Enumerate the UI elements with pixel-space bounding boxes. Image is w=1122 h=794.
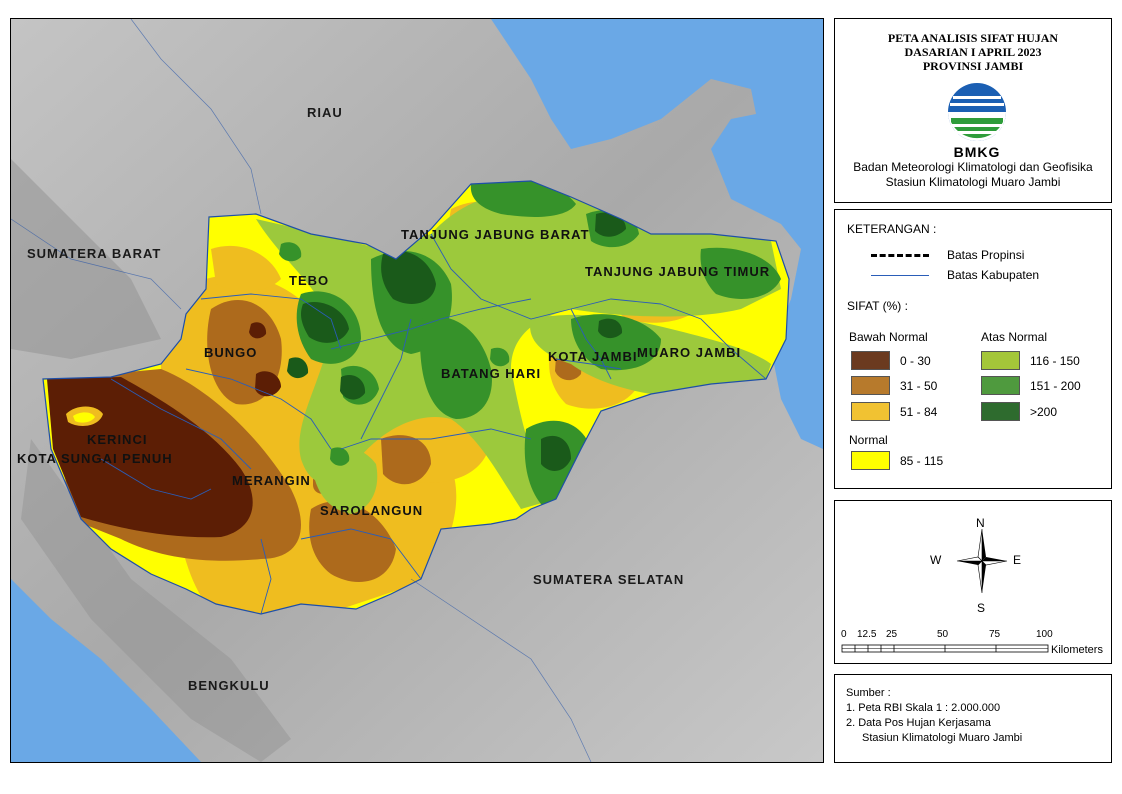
legend-regency-boundary: Batas Kabupaten — [871, 268, 1039, 282]
compass-w: W — [930, 553, 942, 567]
north-arrow: N S W E — [930, 516, 1021, 615]
legend-normal-heading: Normal — [849, 433, 888, 447]
scale-tick-3: 50 — [937, 629, 949, 640]
scale-tick-2: 25 — [886, 629, 898, 640]
scale-bar-graphic — [841, 644, 1049, 653]
bmkg-logo-text: BMKG — [953, 144, 1001, 160]
label-tanjung-jabung-timur: TANJUNG JABUNG TIMUR — [585, 264, 771, 279]
label-tanjung-jabung-barat: TANJUNG JABUNG BARAT — [401, 227, 590, 242]
legend-an1-label: 116 - 150 — [1030, 353, 1080, 368]
swatch-an1 — [981, 351, 1020, 370]
label-batang-hari: BATANG HARI — [441, 366, 542, 381]
legend-heading: KETERANGAN : — [847, 222, 937, 236]
legend-class-an3: >200 — [981, 402, 1057, 421]
source-line1: 1. Peta RBI Skala 1 : 2.000.000 — [846, 702, 1001, 714]
scale-tick-5: 100 — [1036, 629, 1053, 640]
label-sumatera-barat: SUMATERA BARAT — [27, 246, 162, 261]
legend-bn1-label: 0 - 30 — [900, 353, 931, 368]
label-muaro-jambi: MUARO JAMBI — [637, 345, 742, 360]
map-frame: RIAU SUMATERA BARAT SUMATERA SELATAN BEN… — [10, 18, 824, 763]
source-line3: Stasiun Klimatologi Muaro Jambi — [862, 732, 1023, 744]
legend-panel: KETERANGAN : Batas Propinsi Batas Kabupa… — [834, 209, 1112, 489]
legend-class-bn3: 51 - 84 — [851, 402, 937, 421]
source-panel: Sumber : 1. Peta RBI Skala 1 : 2.000.000… — [834, 674, 1112, 763]
label-bungo: BUNGO — [204, 345, 258, 360]
label-bengkulu: BENGKULU — [188, 678, 270, 693]
legend-below-normal-heading: Bawah Normal — [849, 330, 928, 344]
compass-e: E — [1013, 553, 1022, 567]
source-line2: 2. Data Pos Hujan Kerjasama — [846, 717, 991, 729]
compass-n: N — [976, 516, 985, 530]
swatch-bn3 — [851, 402, 890, 421]
source-heading: Sumber : — [846, 687, 891, 699]
swatch-bn1 — [851, 351, 890, 370]
swatch-bn2 — [851, 376, 890, 395]
legend-an2-label: 151 - 200 — [1030, 378, 1081, 393]
label-sarolangun: SAROLANGUN — [320, 503, 424, 518]
compass-s: S — [977, 601, 986, 615]
legend-province-boundary: Batas Propinsi — [871, 248, 1024, 262]
legend-bn3-label: 51 - 84 — [900, 404, 938, 419]
regency-line-icon — [871, 274, 929, 276]
compass-rose-icon — [956, 528, 1008, 594]
legend-n-label: 85 - 115 — [900, 453, 944, 468]
agency-name: Badan Meteorologi Klimatologi dan Geofis… — [853, 160, 1093, 174]
map-title-line1: PETA ANALISIS SIFAT HUJAN — [887, 31, 1059, 45]
label-kota-sungai-penuh: KOTA SUNGAI PENUH — [17, 451, 173, 466]
label-tebo: TEBO — [289, 273, 330, 288]
ridge-shading — [11, 159, 161, 359]
legend-class-an1: 116 - 150 — [981, 351, 1080, 370]
bmkg-logo: BMKG — [945, 82, 1009, 162]
scale-bar: 0 12.5 25 50 75 100 Kilometers — [841, 629, 1105, 659]
legend-province-label: Batas Propinsi — [947, 248, 1025, 262]
label-merangin: MERANGIN — [232, 473, 311, 488]
legend-above-normal-heading: Atas Normal — [981, 330, 1048, 344]
scale-unit: Kilometers — [1051, 644, 1103, 656]
title-panel: PETA ANALISIS SIFAT HUJAN DASARIAN I APR… — [834, 18, 1112, 203]
label-sumatera-selatan: SUMATERA SELATAN — [533, 572, 685, 587]
scale-tick-0: 0 — [841, 629, 847, 640]
scale-tick-4: 75 — [989, 629, 1001, 640]
swatch-n — [851, 451, 890, 470]
bmkg-logo-icon — [948, 83, 1006, 141]
legend-bn2-label: 31 - 50 — [900, 378, 938, 393]
sea-west — [11, 579, 201, 762]
label-riau: RIAU — [307, 105, 343, 120]
label-kota-jambi: KOTA JAMBI — [548, 349, 638, 364]
legend-class-an2: 151 - 200 — [981, 376, 1081, 395]
legend-an3-label: >200 — [1030, 404, 1058, 419]
map-title-line3: PROVINSI JAMBI — [922, 59, 1024, 73]
swatch-an2 — [981, 376, 1020, 395]
legend-sifat-heading: SIFAT (%) : — [847, 299, 908, 313]
swatch-an3 — [981, 402, 1020, 421]
regency-boundaries — [100, 233, 767, 615]
legend-class-bn1: 0 - 30 — [851, 351, 931, 370]
north-scale-panel: N S W E 0 12.5 25 50 75 100 Kilometers — [834, 500, 1112, 664]
sea-area — [491, 19, 823, 449]
scale-tick-1: 12.5 — [857, 629, 877, 640]
legend-class-n: 85 - 115 — [851, 451, 943, 470]
province-line-icon — [871, 253, 929, 257]
map-title-line2: DASARIAN I APRIL 2023 — [904, 45, 1042, 59]
station-name: Stasiun Klimatologi Muaro Jambi — [885, 175, 1061, 189]
label-kerinci: KERINCI — [87, 432, 148, 447]
legend-class-bn2: 31 - 50 — [851, 376, 937, 395]
rainfall-map — [11, 19, 823, 762]
province-boundary — [42, 180, 790, 615]
legend-regency-label: Batas Kabupaten — [947, 268, 1040, 282]
